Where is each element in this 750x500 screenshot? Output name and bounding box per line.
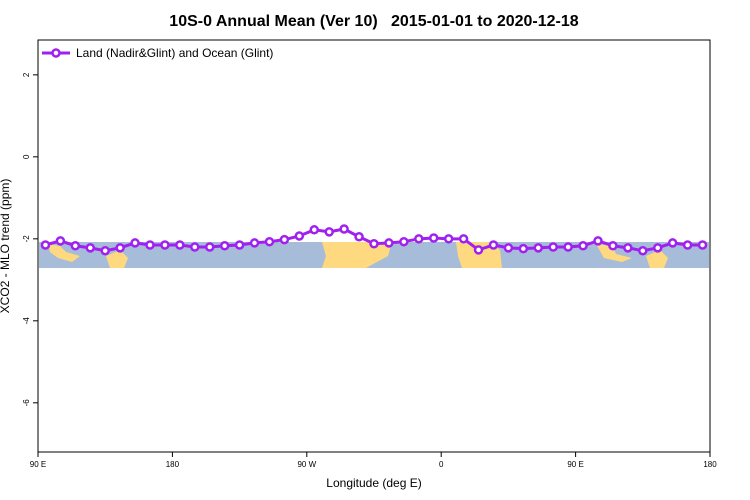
land <box>48 244 80 262</box>
land <box>596 244 632 262</box>
data-point <box>279 234 290 245</box>
x-tick-label: 90 E <box>30 460 46 469</box>
data-point <box>578 241 588 251</box>
data-point <box>160 240 170 250</box>
data-point <box>518 243 529 254</box>
y-tick-label: -4 <box>22 317 31 325</box>
legend-label: Land (Nadir&Glint) and Ocean (Glint) <box>76 46 273 60</box>
data-point <box>458 234 469 244</box>
data-point <box>503 243 514 253</box>
y-axis-label: XCO2 - MLO trend (ppm) <box>0 179 12 314</box>
data-point <box>399 236 409 247</box>
data-point <box>175 240 185 250</box>
data-point <box>354 232 364 242</box>
data-point <box>638 245 648 256</box>
data-point <box>667 238 678 248</box>
data-point <box>682 240 693 250</box>
x-tick-label: 90 E <box>567 460 583 469</box>
data-point <box>219 241 230 251</box>
x-tick-label: 180 <box>703 460 717 469</box>
data-point <box>145 240 155 250</box>
data-point <box>563 242 573 252</box>
data-point <box>428 233 439 243</box>
land <box>646 250 668 268</box>
data-point <box>115 243 125 253</box>
data-point <box>249 238 260 248</box>
x-tick-label: 90 W <box>297 460 316 469</box>
data-point <box>309 225 320 235</box>
data-point <box>85 243 96 253</box>
data-point <box>384 238 394 248</box>
plot-frame <box>37 39 711 453</box>
chart-title: 10S-0 Annual Mean (Ver 10) 2015-01-01 to… <box>169 13 578 30</box>
data-point <box>473 245 484 255</box>
data-point <box>652 243 663 253</box>
y-tick-label: 0 <box>22 154 31 159</box>
data-point <box>488 240 499 250</box>
y-tick-label: -2 <box>22 235 31 243</box>
data-point <box>204 242 215 252</box>
data-point <box>593 236 603 246</box>
land <box>106 250 128 268</box>
x-tick-label: 0 <box>439 460 444 469</box>
data-point <box>608 241 618 251</box>
data-point <box>294 231 305 241</box>
data-point <box>339 224 349 234</box>
data-point <box>40 240 51 250</box>
data-point <box>443 234 454 244</box>
data-point <box>414 234 424 244</box>
data-point <box>697 240 708 250</box>
legend-marker <box>51 48 61 58</box>
land <box>322 242 392 268</box>
y-tick-label: 2 <box>22 72 31 77</box>
x-axis-label: Longitude (deg E) <box>326 476 421 490</box>
y-tick-label: -6 <box>22 399 31 407</box>
data-point <box>70 241 81 251</box>
data-point <box>548 242 558 252</box>
x-tick-label: 180 <box>166 460 180 469</box>
data-point <box>369 238 379 249</box>
data-point <box>190 242 200 252</box>
data-point <box>100 245 110 256</box>
data-point <box>55 236 66 246</box>
data-point <box>324 227 334 237</box>
data-point <box>234 240 245 250</box>
data-point <box>130 238 140 248</box>
data-point <box>533 243 544 253</box>
data-point <box>623 243 633 253</box>
data-point <box>264 236 275 247</box>
